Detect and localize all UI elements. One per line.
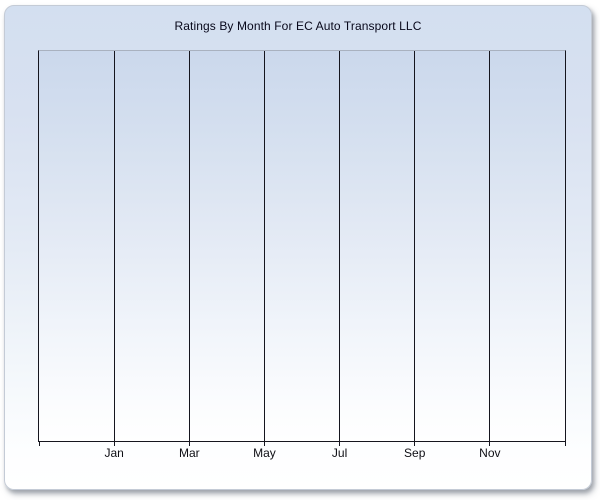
x-tick [263,441,265,446]
x-gridline [113,51,115,441]
x-tick [188,441,190,446]
chart-title: Ratings By Month For EC Auto Transport L… [174,19,422,33]
x-gridline [339,51,341,441]
plot-area: Jan Mar May Jul Sep Nov [38,50,566,460]
x-tick [38,441,40,446]
x-axis-label: Sep [404,446,426,460]
x-tick [414,441,416,446]
x-tick [113,441,115,446]
x-axis-label: Jul [331,446,348,460]
x-tick [564,441,566,446]
x-axis-label: Jan [104,446,124,460]
x-gridline [188,51,190,441]
x-gridline [489,51,491,441]
x-tick [489,441,491,446]
x-axis-label: Nov [479,446,501,460]
x-axis-label: May [253,446,276,460]
x-gridline [263,51,265,441]
x-tick [339,441,341,446]
x-gridline [414,51,416,441]
x-axis-label: Mar [178,446,200,460]
ratings-chart-panel: Ratings By Month For EC Auto Transport L… [4,5,592,490]
